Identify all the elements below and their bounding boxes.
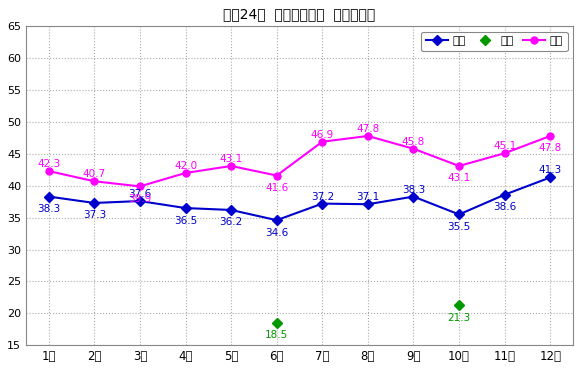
去勢 bbox=[273, 173, 280, 178]
Line: メス: メス bbox=[45, 174, 554, 223]
Text: 39.9: 39.9 bbox=[128, 194, 151, 204]
Text: 43.1: 43.1 bbox=[447, 174, 471, 184]
去勢 bbox=[91, 179, 98, 184]
Title: 平成24年  淡路家畜市場  和子牛市場: 平成24年 淡路家畜市場 和子牛市場 bbox=[223, 7, 376, 21]
去勢 bbox=[364, 134, 371, 138]
Text: 36.5: 36.5 bbox=[174, 216, 197, 226]
去勢 bbox=[136, 184, 143, 189]
オス bbox=[273, 321, 280, 325]
Text: 37.1: 37.1 bbox=[356, 192, 379, 202]
メス bbox=[501, 192, 508, 197]
メス bbox=[456, 212, 463, 217]
Text: 46.9: 46.9 bbox=[311, 130, 334, 140]
Text: 34.6: 34.6 bbox=[265, 228, 288, 238]
メス bbox=[45, 194, 52, 199]
Text: 37.6: 37.6 bbox=[128, 189, 151, 199]
メス bbox=[547, 175, 554, 180]
去勢 bbox=[319, 139, 326, 144]
Line: 去勢: 去勢 bbox=[45, 132, 554, 190]
Text: 36.2: 36.2 bbox=[219, 218, 242, 228]
Line: オス: オス bbox=[273, 302, 462, 326]
Text: 41.6: 41.6 bbox=[265, 183, 288, 193]
Text: 42.3: 42.3 bbox=[37, 159, 60, 169]
Text: 41.3: 41.3 bbox=[539, 165, 562, 175]
Text: 37.2: 37.2 bbox=[311, 192, 334, 202]
去勢 bbox=[410, 147, 417, 151]
Text: 45.8: 45.8 bbox=[402, 137, 425, 147]
Text: 38.3: 38.3 bbox=[402, 185, 425, 195]
Text: 42.0: 42.0 bbox=[174, 161, 197, 171]
去勢 bbox=[182, 171, 189, 175]
Text: 35.5: 35.5 bbox=[447, 222, 471, 232]
去勢 bbox=[45, 169, 52, 173]
Text: 45.1: 45.1 bbox=[493, 141, 516, 151]
Text: 40.7: 40.7 bbox=[83, 169, 106, 179]
メス bbox=[319, 201, 326, 206]
Text: 21.3: 21.3 bbox=[447, 313, 471, 323]
去勢 bbox=[501, 151, 508, 155]
Text: 43.1: 43.1 bbox=[219, 154, 242, 164]
メス bbox=[364, 202, 371, 206]
Text: 38.3: 38.3 bbox=[37, 204, 60, 214]
メス bbox=[91, 201, 98, 205]
Text: 47.8: 47.8 bbox=[356, 124, 379, 134]
去勢 bbox=[456, 164, 463, 168]
Legend: メス, オス, 去勢: メス, オス, 去勢 bbox=[421, 32, 567, 51]
メス bbox=[410, 194, 417, 199]
Text: 37.3: 37.3 bbox=[83, 211, 106, 221]
Text: 18.5: 18.5 bbox=[265, 330, 288, 340]
メス bbox=[136, 199, 143, 203]
オス bbox=[456, 303, 463, 307]
メス bbox=[182, 206, 189, 210]
メス bbox=[273, 218, 280, 222]
メス bbox=[227, 208, 234, 212]
去勢 bbox=[547, 134, 554, 138]
去勢 bbox=[227, 164, 234, 168]
Text: 38.6: 38.6 bbox=[493, 202, 516, 212]
Text: 47.8: 47.8 bbox=[539, 144, 562, 154]
